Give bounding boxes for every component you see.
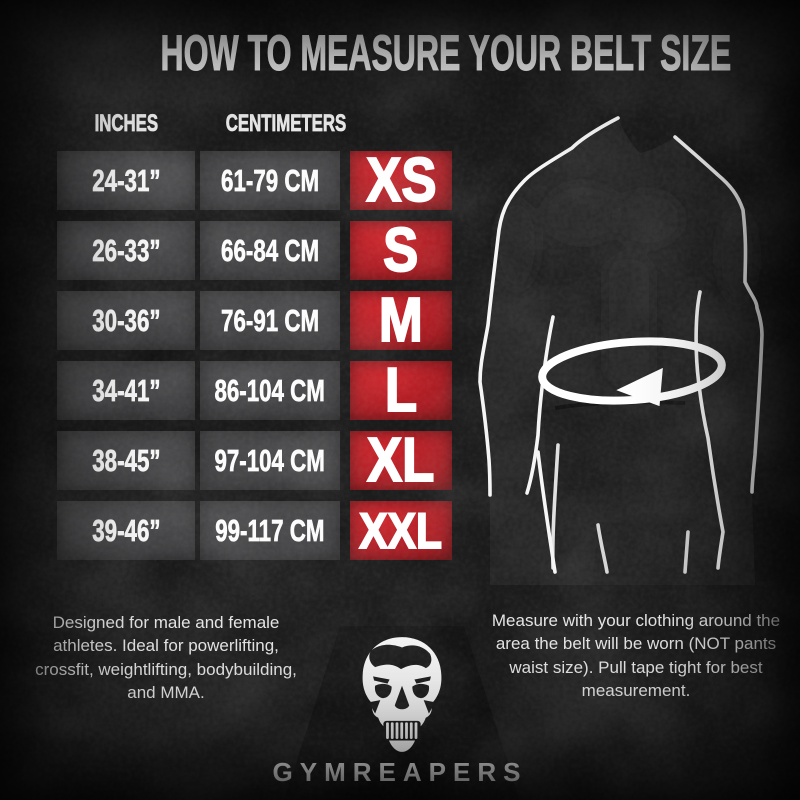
note-left: Designed for male and female athletes. I… [35, 613, 297, 703]
brand-wordmark: GYMREAPERS [272, 757, 528, 787]
torso-outline-icon [478, 116, 764, 585]
size-badge: XXL [350, 501, 452, 560]
inches-range: 30-36” [57, 291, 195, 350]
cm-range: 99-117 CM [200, 501, 340, 560]
size-badge: L [350, 355, 452, 426]
cm-range: 76-91 CM [200, 291, 340, 350]
skull-logo-icon [350, 634, 454, 756]
size-badge: XL [350, 425, 452, 496]
size-badge: M [350, 285, 452, 356]
cm-range: 61-79 CM [200, 151, 340, 210]
cm-range: 97-104 CM [200, 431, 340, 490]
column-header-centimeters: CENTIMETERS [225, 110, 347, 138]
size-badge: XS [350, 145, 452, 216]
cm-range: 66-84 CM [200, 221, 340, 280]
page-title: HOW TO MEASURE YOUR BELT SIZE [160, 25, 732, 82]
note-right: Measure with your clothing around the ar… [491, 611, 781, 701]
inches-range: 34-41” [57, 361, 195, 420]
inches-range: 26-33” [57, 221, 195, 280]
column-header-inches: INCHES [94, 110, 158, 138]
inches-range: 39-46” [57, 501, 195, 560]
cm-range: 86-104 CM [200, 361, 340, 420]
male-torso-illustration [455, 95, 800, 585]
inches-range: 24-31” [57, 151, 195, 210]
inches-range: 38-45” [57, 431, 195, 490]
size-badge: S [350, 215, 452, 286]
